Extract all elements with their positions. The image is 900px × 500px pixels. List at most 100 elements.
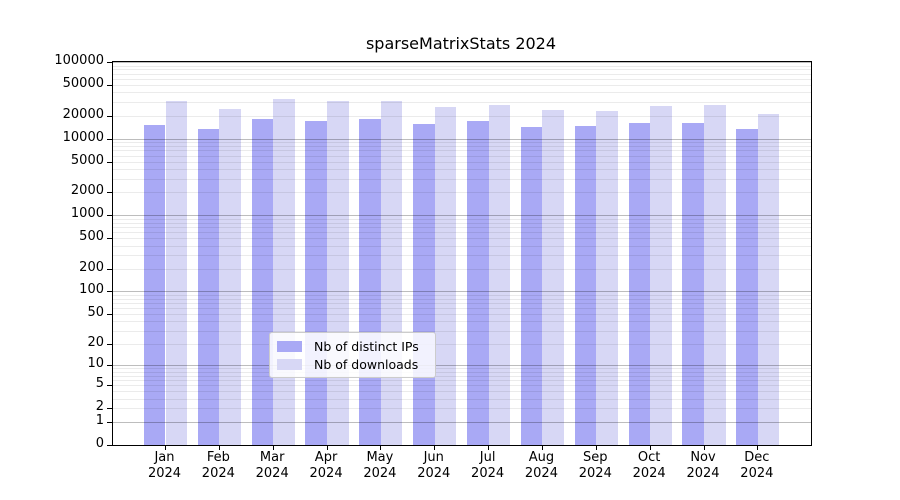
year-label: 2024 bbox=[255, 465, 289, 481]
gridline-30000 bbox=[113, 102, 811, 104]
y-tick-label: 20000 bbox=[62, 106, 104, 122]
month-label: Dec bbox=[744, 450, 770, 465]
year-label: 2024 bbox=[578, 465, 612, 481]
gridline-40000 bbox=[113, 92, 811, 94]
y-tick-2000 bbox=[107, 192, 112, 194]
gridline-300 bbox=[113, 255, 811, 257]
x-tick-label-oct: Oct 2024 bbox=[619, 450, 679, 481]
x-tick-oct bbox=[649, 445, 651, 450]
year-label: 2024 bbox=[201, 465, 235, 481]
bar-ips-oct bbox=[628, 122, 651, 445]
gridline-7000 bbox=[113, 150, 811, 152]
x-tick-mar bbox=[272, 445, 274, 450]
gridline-90 bbox=[113, 294, 811, 296]
x-tick-label-dec: Dec 2024 bbox=[727, 450, 787, 481]
gridline-400 bbox=[113, 245, 811, 247]
gridline-60000 bbox=[113, 78, 811, 80]
y-tick-5000 bbox=[107, 161, 112, 163]
y-tick-label: 100 bbox=[79, 282, 104, 298]
bar-downloads-aug bbox=[542, 110, 565, 445]
gridline-8 bbox=[113, 371, 811, 373]
bar-downloads-nov bbox=[704, 105, 726, 445]
gridline-9000 bbox=[113, 142, 811, 144]
gridline-5 bbox=[113, 385, 811, 387]
y-tick-label: 1000 bbox=[70, 206, 104, 222]
month-label: Nov bbox=[690, 450, 716, 465]
y-tick-label: 5000 bbox=[70, 152, 104, 168]
month-label: Jul bbox=[479, 450, 496, 465]
y-tick-label: 10000 bbox=[62, 129, 104, 145]
y-tick-500 bbox=[107, 238, 112, 240]
bar-downloads-oct bbox=[650, 106, 672, 445]
y-tick-label: 0 bbox=[95, 436, 104, 451]
bar-ips-nov bbox=[682, 123, 704, 445]
gridline-30 bbox=[113, 330, 811, 332]
x-tick-sep bbox=[595, 445, 597, 450]
x-tick-label-sep: Sep 2024 bbox=[565, 450, 625, 481]
y-tick-200 bbox=[107, 268, 112, 270]
x-tick-label-jul: Jul 2024 bbox=[458, 450, 518, 481]
legend-swatch-icon bbox=[277, 358, 302, 370]
month-label: Aug bbox=[528, 450, 555, 465]
legend: Nb of distinct IPs Nb of downloads bbox=[269, 332, 436, 378]
gridline-700 bbox=[113, 227, 811, 229]
y-tick-100000 bbox=[107, 62, 112, 63]
y-tick-2 bbox=[107, 408, 112, 410]
x-tick-label-apr: Apr 2024 bbox=[296, 450, 356, 481]
gridline-800 bbox=[113, 222, 811, 224]
gridline-6 bbox=[113, 380, 811, 382]
legend-row-0: Nb of distinct IPs bbox=[277, 337, 435, 355]
x-tick-apr bbox=[326, 445, 328, 450]
x-tick-nov bbox=[703, 445, 705, 450]
gridline-7 bbox=[113, 375, 811, 377]
bar-ips-jun bbox=[413, 124, 435, 445]
month-label: Sep bbox=[583, 450, 608, 465]
x-tick-feb bbox=[218, 445, 220, 450]
gridline-8000 bbox=[113, 146, 811, 148]
bar-ips-aug bbox=[520, 126, 543, 445]
month-label: May bbox=[366, 450, 394, 465]
x-tick-dec bbox=[757, 445, 759, 450]
gridline-9 bbox=[113, 368, 811, 370]
y-tick-label: 50 bbox=[87, 305, 104, 321]
month-label: Oct bbox=[637, 450, 661, 465]
year-label: 2024 bbox=[147, 465, 182, 481]
year-label: 2024 bbox=[740, 465, 774, 481]
month-label: Jun bbox=[423, 450, 444, 465]
gridline-40 bbox=[113, 321, 811, 323]
year-label: 2024 bbox=[686, 465, 720, 481]
gridline-70000 bbox=[113, 73, 811, 75]
x-tick-jan bbox=[165, 445, 166, 450]
bar-downloads-jun bbox=[434, 106, 457, 445]
gridline-20000 bbox=[113, 115, 811, 117]
gridline-4 bbox=[113, 391, 811, 393]
month-label: Mar bbox=[259, 450, 285, 465]
gridline-70 bbox=[113, 303, 811, 305]
x-tick-jun bbox=[434, 445, 436, 450]
y-tick-label: 10 bbox=[87, 356, 104, 372]
gridline-1000 bbox=[113, 215, 811, 217]
y-tick-label: 1 bbox=[95, 412, 104, 428]
plot-area bbox=[107, 61, 812, 450]
bar-downloads-dec bbox=[757, 114, 780, 445]
gridline-50 bbox=[113, 314, 811, 316]
y-tick-label: 2 bbox=[95, 399, 104, 415]
year-label: 2024 bbox=[309, 465, 343, 481]
y-tick-20 bbox=[107, 343, 112, 345]
year-label: 2024 bbox=[363, 465, 397, 481]
y-tick-0 bbox=[107, 445, 112, 446]
y-tick-label: 2000 bbox=[70, 183, 104, 199]
y-tick-label: 100000 bbox=[54, 52, 104, 68]
bar-downloads-may bbox=[380, 101, 403, 445]
year-label: 2024 bbox=[632, 465, 666, 481]
y-tick-label: 5 bbox=[95, 376, 104, 392]
gridline-100000 bbox=[113, 62, 811, 63]
y-tick-1 bbox=[107, 421, 112, 423]
bar-ips-jan bbox=[143, 125, 166, 445]
x-tick-label-may: May 2024 bbox=[350, 450, 410, 481]
bar-ips-mar bbox=[251, 119, 274, 445]
x-tick-label-aug: Aug 2024 bbox=[511, 450, 571, 481]
y-tick-20000 bbox=[107, 115, 112, 117]
legend-row-1: Nb of downloads bbox=[277, 355, 435, 373]
legend-label: Nb of distinct IPs bbox=[314, 338, 419, 354]
